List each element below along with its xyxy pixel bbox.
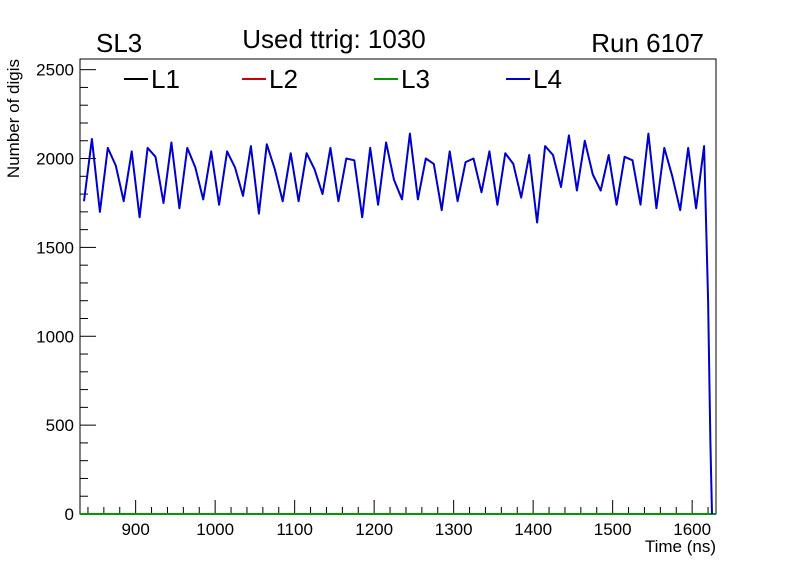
x-tick-label: 1500 — [594, 520, 632, 539]
x-tick-label: 1600 — [673, 520, 711, 539]
x-tick-label: 1300 — [435, 520, 473, 539]
y-tick-label: 1000 — [36, 327, 74, 346]
x-tick-label: 1000 — [196, 520, 234, 539]
legend: L1 L2 L3 L4 — [124, 64, 562, 94]
x-tick-label: 900 — [121, 520, 149, 539]
series-line-l4 — [83, 132, 713, 515]
y-tick-label: 500 — [46, 416, 74, 435]
x-tick-label: 1400 — [514, 520, 552, 539]
legend-label-l4: L4 — [533, 64, 562, 94]
right-label: Run 6107 — [591, 28, 704, 58]
x-tick-label: 1200 — [355, 520, 393, 539]
frame — [79, 58, 717, 515]
x-axis: 900 1000 1100 1200 1300 1400 1500 1600 — [87, 500, 711, 539]
legend-label-l1: L1 — [151, 64, 180, 94]
plot-lines — [80, 132, 716, 515]
legend-label-l2: L2 — [269, 64, 298, 94]
left-label: SL3 — [96, 28, 142, 58]
x-tick-label: 1100 — [276, 520, 313, 539]
chart-title: Used ttrig: 1030 — [242, 24, 426, 54]
x-axis-label: Time (ns) — [645, 537, 716, 556]
y-tick-label: 0 — [65, 505, 74, 524]
y-tick-label: 2000 — [36, 150, 74, 169]
y-axis: 0 500 1000 1500 2000 2500 — [36, 61, 96, 524]
y-tick-label: 2500 — [36, 61, 74, 80]
legend-label-l3: L3 — [401, 64, 430, 94]
y-tick-label: 1500 — [36, 238, 74, 257]
y-axis-label: Number of digis — [4, 59, 23, 178]
